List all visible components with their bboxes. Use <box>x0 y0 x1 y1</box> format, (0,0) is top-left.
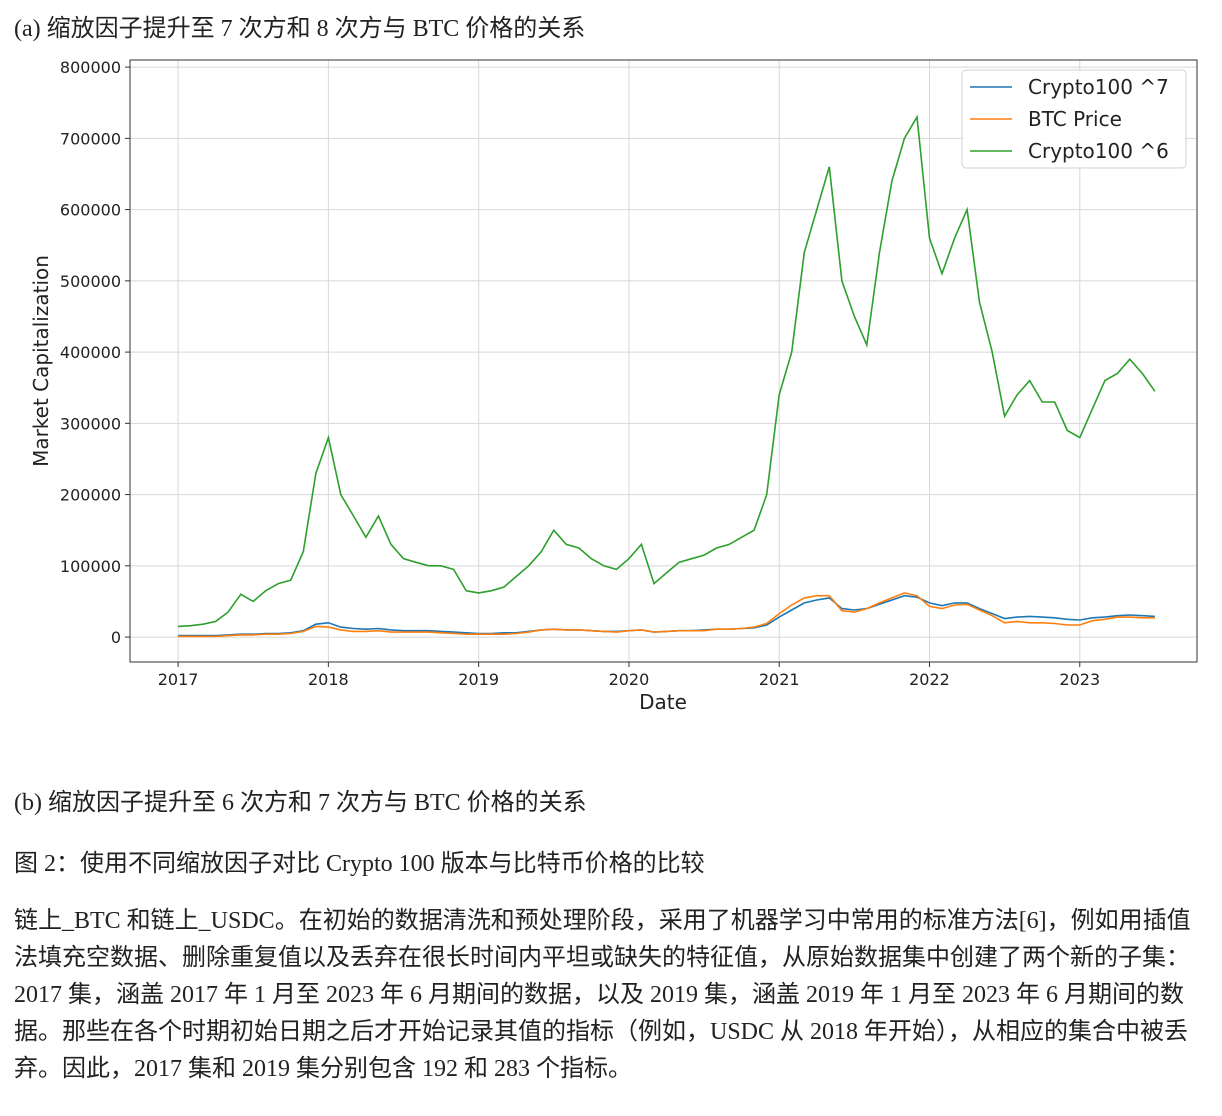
x-tick-label: 2017 <box>158 670 199 689</box>
y-tick-label: 800000 <box>60 58 121 77</box>
series-line <box>178 592 1155 638</box>
y-tick-label: 400000 <box>60 343 121 362</box>
x-tick-label: 2022 <box>909 670 950 689</box>
paragraph: 链上_BTC 和链上_USDC。在初始的数据清洗和预处理阶段，采用了机器学习中常… <box>14 908 1191 1082</box>
y-tick-label: 500000 <box>60 272 121 291</box>
plot-frame <box>129 59 1198 663</box>
legend-box <box>961 69 1187 169</box>
subfigure-caption: (b) 缩放因子提升至 6 次方和 7 次方与 BTC 价格的关系 <box>14 790 587 816</box>
y-axis-label: Market Capitalization <box>29 255 53 467</box>
y-tick-label: 600000 <box>60 201 121 220</box>
figure-caption: 图 2：使用不同缩放因子对比 Crypto 100 版本与比特币价格的比较 <box>14 851 705 877</box>
y-tick-label: 200000 <box>60 486 121 505</box>
x-tick-label: 2023 <box>1059 670 1100 689</box>
series-line <box>178 594 1155 637</box>
x-tick-label: 2020 <box>609 670 650 689</box>
y-tick-label: 0 <box>111 628 121 647</box>
chart: Date Market Capitalization 0 100000 200000… <box>29 58 1198 714</box>
x-tick-label: 2019 <box>458 670 499 689</box>
x-tick-label: 2018 <box>308 670 349 689</box>
subfigure-caption: (a) 缩放因子提升至 7 次方和 8 次方与 BTC 价格的关系 <box>14 16 586 42</box>
y-tick-label: 100000 <box>60 557 121 576</box>
x-tick-label: 2021 <box>759 670 800 689</box>
y-tick-label: 700000 <box>60 129 121 148</box>
y-tick-label: 300000 <box>60 414 121 433</box>
legend-label: Crypto100 ^7 <box>1028 75 1169 99</box>
legend-label: Crypto100 ^6 <box>1028 139 1169 163</box>
series-line <box>178 114 1156 628</box>
legend-label: BTC Price <box>1028 107 1122 131</box>
x-axis-label: Date <box>639 690 687 714</box>
